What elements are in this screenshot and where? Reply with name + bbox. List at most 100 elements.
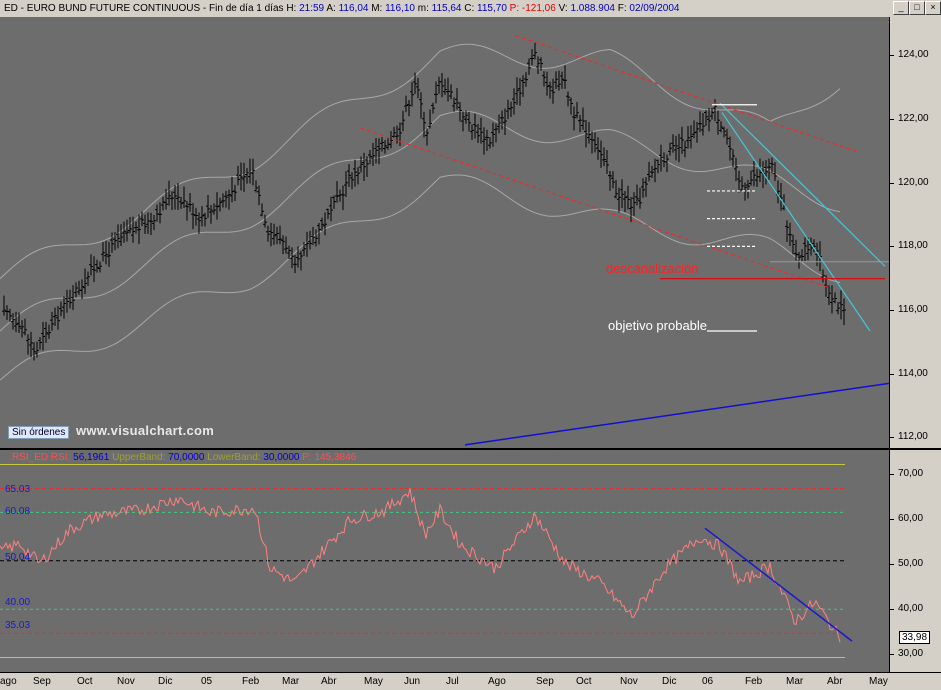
date-axis-label: Abr: [827, 676, 843, 687]
date-axis-label: Jun: [404, 676, 421, 687]
annotation-objetivo-probable: objetivo probable: [608, 318, 708, 333]
title-a-label: A:: [326, 3, 336, 14]
close-button[interactable]: ×: [925, 1, 941, 15]
rsi-trend-line-blue: [704, 527, 853, 642]
date-axis-label: Dic: [158, 676, 173, 687]
window-titlebar: ED - EURO BUND FUTURE CONTINUOUS - Fin d…: [0, 0, 941, 18]
title-m-label: M:: [371, 3, 383, 14]
rsi-value: 56,1961: [73, 452, 110, 463]
rsi-upper-value: 70,0000: [168, 452, 205, 463]
date-axis-label: Oct: [77, 676, 93, 687]
rsi-tick: [890, 519, 894, 520]
price-tick: [890, 183, 894, 184]
rsi-level-label: 40.00: [5, 597, 31, 608]
title-f-label: F:: [617, 3, 627, 14]
price-chart-panel[interactable]: descanalización objetivo probable Sin ór…: [0, 17, 889, 448]
title-h-value: 21:59: [299, 3, 325, 14]
price-tick: [890, 119, 894, 120]
rsi-axis-label: 30,00: [898, 648, 924, 659]
title-p-value: -121,06: [521, 3, 556, 14]
date-axis: ago Sep Oct Nov Dic 05 Feb Mar Abr May J…: [0, 672, 941, 690]
price-tick: [890, 374, 894, 375]
date-axis-label: 06: [702, 676, 714, 687]
date-axis-label: Mar: [786, 676, 804, 687]
orders-status-badge[interactable]: Sin órdenes: [8, 426, 70, 439]
title-v-label: V:: [558, 3, 568, 14]
price-axis-label: 112,00: [898, 431, 928, 442]
channel-line: [359, 127, 831, 289]
rsi-lower-value: 30,0000: [263, 452, 300, 463]
price-axis-label: 120,00: [898, 177, 929, 188]
date-axis-label: ago: [0, 676, 17, 687]
rsi-title: RSI_ED RSI: 56,1961 UpperBand: 70,0000 L…: [12, 452, 356, 463]
rsi-tick: [890, 564, 894, 565]
maximize-button[interactable]: □: [909, 1, 925, 15]
rsi-current-value-box: 33,98: [899, 631, 931, 644]
title-a-value: 116,04: [338, 3, 369, 14]
bollinger-band-upper: [0, 43, 841, 280]
minimize-button[interactable]: _: [893, 1, 909, 15]
price-axis-label: 118,00: [898, 240, 928, 251]
title-lo-label: m:: [417, 3, 429, 14]
window-title: ED - EURO BUND FUTURE CONTINUOUS - Fin d…: [4, 3, 680, 14]
title-c-label: C:: [464, 3, 475, 14]
channel-line: [514, 34, 861, 154]
price-tick: [890, 437, 894, 438]
price-axis-label: 124,00: [898, 49, 929, 60]
rsi-level-label: 35.03: [5, 620, 31, 631]
title-c-value: 115,70: [477, 3, 507, 14]
rsi-p-value: 145,3846: [314, 452, 357, 463]
date-axis-label: Sep: [33, 676, 51, 687]
rsi-tick: [890, 609, 894, 610]
title-v-value: 1.088.904: [570, 3, 615, 14]
trend-line-blue: [464, 382, 889, 446]
date-axis-label: Nov: [117, 676, 135, 687]
date-axis-label: Feb: [242, 676, 260, 687]
rsi-line: [0, 488, 841, 643]
title-period: Fin de día 1 días: [209, 3, 284, 14]
date-axis-label: Feb: [745, 676, 763, 687]
date-axis-label: Oct: [576, 676, 592, 687]
date-axis-label: Sep: [536, 676, 554, 687]
bollinger-band-lower: [0, 174, 841, 381]
rsi-chart-panel[interactable]: RSI_ED RSI: 56,1961 UpperBand: 70,0000 L…: [0, 448, 889, 672]
price-axis-label: 116,00: [898, 304, 928, 315]
price-axis: 124,00 122,00 120,00 118,00 116,00 114,0…: [889, 17, 941, 448]
title-p-label: P:: [509, 3, 520, 14]
rsi-axis-label: 70,00: [898, 468, 924, 479]
rsi-p-label: P:: [302, 452, 312, 463]
date-axis-label: Dic: [662, 676, 677, 687]
date-axis-label: 05: [201, 676, 213, 687]
rsi-level-label: 65.03: [5, 484, 31, 495]
rsi-axis: 70,00 60,00 50,00 40,00 30,00 33,98: [889, 448, 941, 672]
title-symbol: ED: [4, 3, 18, 14]
title-f-value: 02/09/2004: [629, 3, 680, 14]
date-axis-label: Abr: [321, 676, 337, 687]
trend-line-cyan: [719, 102, 886, 267]
rsi-tick: [890, 654, 894, 655]
title-lo-value: 115,64: [431, 3, 462, 14]
rsi-level-label: 60.08: [5, 506, 31, 517]
price-axis-label: 114,00: [898, 368, 928, 379]
title-m-value: 116,10: [385, 3, 415, 14]
price-chart-svg: [0, 34, 889, 446]
price-tick: [890, 310, 894, 311]
date-axis-label: Ago: [488, 676, 506, 687]
bollinger-band-middle: [0, 110, 841, 332]
price-tick: [890, 55, 894, 56]
date-axis-label: Nov: [620, 676, 638, 687]
date-axis-label: Jul: [446, 676, 459, 687]
rsi-tick: [890, 474, 894, 475]
date-axis-label: Mar: [282, 676, 300, 687]
rsi-level-label: 50.04: [5, 552, 31, 563]
date-axis-label: May: [869, 676, 888, 687]
price-axis-label: 122,00: [898, 113, 929, 124]
annotation-descanalizacion: descanalización: [606, 261, 699, 276]
trend-line-cyan: [721, 112, 871, 332]
rsi-upper-label: UpperBand:: [112, 452, 166, 463]
rsi-chart-svg: [0, 463, 853, 659]
price-tick: [890, 246, 894, 247]
rsi-axis-label: 50,00: [898, 558, 924, 569]
date-axis-label: May: [364, 676, 383, 687]
rsi-axis-label: 40,00: [898, 603, 924, 614]
